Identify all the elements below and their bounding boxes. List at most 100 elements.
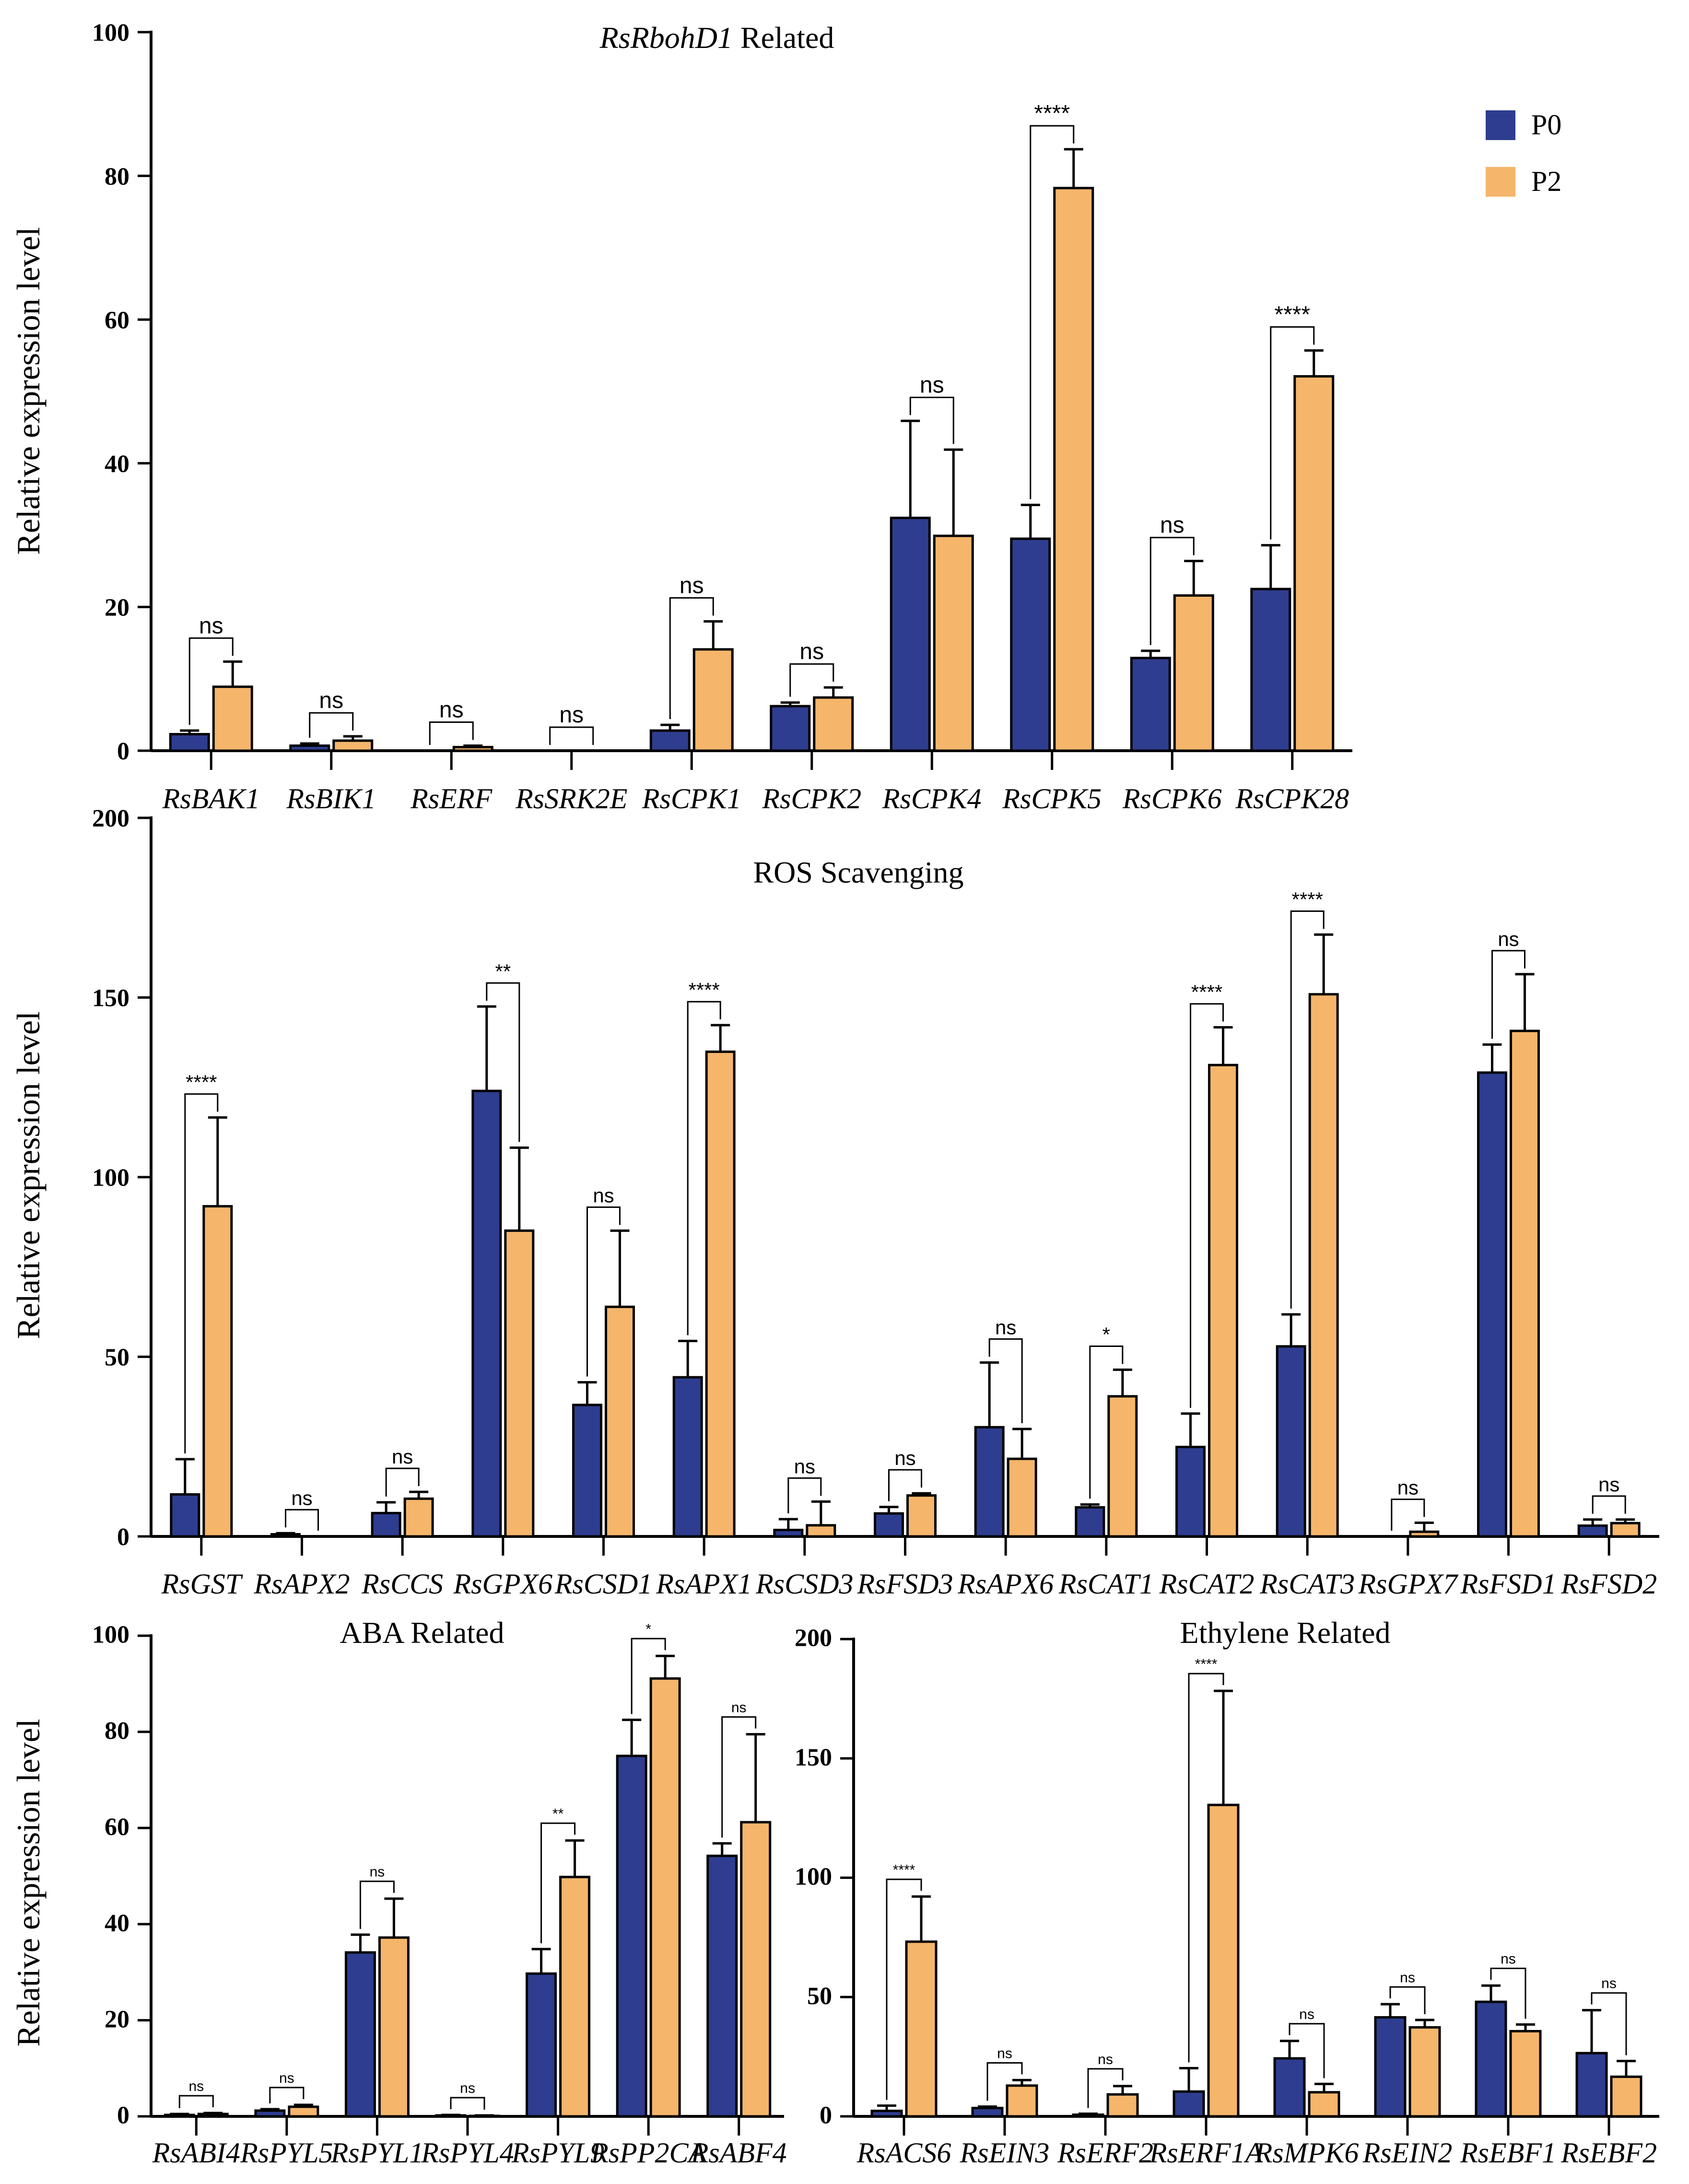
significance-bracket — [631, 1638, 666, 1714]
significance-label: ns — [291, 1487, 312, 1509]
bar-p0 — [649, 729, 691, 752]
x-tick-label: RsEBF2 — [1560, 2137, 1657, 2169]
legend-label-p0: P0 — [1531, 109, 1561, 141]
legend-swatch-p0 — [1486, 110, 1515, 140]
significance-bracket — [789, 663, 834, 697]
y-axis-label: Relative expression level — [10, 1011, 47, 1339]
significance-label: ** — [552, 1806, 564, 1822]
significance-label: ns — [460, 2080, 475, 2096]
bar-p2 — [1053, 187, 1094, 752]
significance-label: ** — [495, 960, 511, 982]
y-tick-label: 80 — [105, 1717, 129, 1745]
x-tick-label: RsPYL9 — [511, 2137, 604, 2169]
y-tick-label: 200 — [92, 805, 129, 832]
significance-label: **** — [1274, 302, 1310, 328]
bar-p2 — [1308, 2091, 1340, 2118]
x-tick-label: RsPYL4 — [421, 2137, 514, 2169]
bar-p2 — [692, 648, 734, 752]
chart-panel-3: 0 20 40 60 80 100 ABA Related Relative expressi… — [10, 1616, 787, 2169]
significance-label: ns — [731, 1700, 747, 1715]
significance-bracket — [1389, 1986, 1426, 2015]
significance-bracket — [886, 1878, 922, 2100]
bar-p2 — [1207, 1804, 1240, 2118]
bar-p2 — [332, 739, 374, 752]
y-tick-label: 60 — [105, 1814, 129, 1841]
bar-p2 — [1509, 2030, 1542, 2118]
significance-label: ns — [392, 1445, 413, 1468]
significance-bracket — [687, 1001, 721, 1335]
significance-bracket — [1188, 1673, 1224, 2063]
x-tick-label: RsMPK6 — [1255, 2137, 1359, 2169]
y-tick-label: 40 — [105, 450, 129, 478]
significance-bracket — [450, 2097, 485, 2110]
significance-label: ns — [199, 613, 223, 638]
x-tick-label: RsABF4 — [691, 2137, 787, 2169]
significance-label: ns — [799, 639, 824, 664]
bar-p2 — [1006, 2084, 1038, 2118]
x-tick-label: RsPYL1 — [330, 2137, 423, 2169]
bar-p0 — [1173, 2090, 1205, 2118]
bar-p2 — [740, 1821, 772, 2118]
y-tick-label: 0 — [117, 2102, 129, 2129]
x-tick-label: RsPP2CA — [590, 2137, 706, 2169]
x-tick-label: RsBIK1 — [286, 783, 376, 815]
bar-p2 — [288, 2105, 319, 2118]
significance-bracket — [888, 1469, 922, 1501]
significance-bracket — [1030, 125, 1075, 499]
significance-bracket — [188, 637, 234, 725]
x-tick-label: RsEIN2 — [1362, 2137, 1453, 2169]
y-tick-label: 20 — [105, 594, 129, 622]
x-tick-label: RsCPK2 — [762, 783, 861, 815]
x-tick-label: RsERF — [410, 783, 493, 815]
significance-bracket — [1149, 537, 1195, 645]
significance-bracket — [1290, 910, 1325, 1309]
bar-p2 — [197, 2113, 229, 2118]
bar-p0 — [270, 1533, 301, 1538]
bar-p0 — [672, 1376, 703, 1538]
bar-p0 — [706, 1854, 738, 2118]
bar-p0 — [890, 517, 931, 752]
bar-p0 — [1130, 657, 1171, 752]
significance-bracket — [1087, 2068, 1124, 2108]
legend-swatch-p2 — [1486, 167, 1515, 197]
x-tick-label: RsCPK28 — [1235, 783, 1349, 815]
significance-bracket — [721, 1716, 757, 1838]
significance-label: ns — [920, 372, 944, 398]
bar-p2 — [559, 1876, 591, 2118]
bar-p0 — [526, 1972, 557, 2118]
x-tick-label: RsAPX1 — [656, 1568, 752, 1600]
significance-bracket — [988, 1338, 1023, 1424]
significance-bracket — [184, 1093, 219, 1453]
x-tick-label: RsCCS — [361, 1568, 443, 1600]
bar-p0 — [616, 1755, 647, 2118]
chart-title-italic: RsRbohD1 — [599, 21, 733, 55]
significance-bracket — [359, 1880, 395, 1929]
x-tick-label: RsCPK1 — [642, 783, 741, 815]
x-tick-label: RsFSD3 — [857, 1568, 953, 1600]
significance-label: ns — [1397, 1476, 1419, 1499]
x-tick-label: RsCAT1 — [1058, 1568, 1154, 1600]
y-tick-label: 150 — [795, 1744, 832, 1771]
bar-p2 — [705, 1051, 736, 1538]
bar-p0 — [974, 1426, 1005, 1538]
significance-bracket — [385, 1467, 420, 1497]
significance-label: ns — [1299, 2007, 1314, 2022]
significance-label: **** — [1291, 888, 1323, 910]
y-tick-label: 80 — [105, 163, 129, 190]
x-tick-label: RsFSD1 — [1460, 1568, 1557, 1600]
bar-p0 — [572, 1404, 602, 1538]
significance-label: * — [1103, 1323, 1110, 1346]
chart-title: ROS Scavenging — [753, 855, 963, 889]
chart-title: Ethylene Related — [1180, 1616, 1391, 1650]
significance-label: **** — [893, 1862, 915, 1878]
significance-bracket — [309, 712, 354, 738]
x-tick-label: RsGST — [161, 1568, 243, 1600]
bar-p0 — [770, 705, 811, 752]
bar-p2 — [1208, 1063, 1238, 1538]
significance-label: ns — [439, 697, 464, 723]
bar-p0 — [870, 2110, 903, 2118]
x-tick-label: RsAPX6 — [957, 1568, 1054, 1600]
x-tick-label: RsBAK1 — [162, 783, 260, 815]
bar-p0 — [1075, 1506, 1105, 1538]
bar-p2 — [1293, 375, 1335, 752]
